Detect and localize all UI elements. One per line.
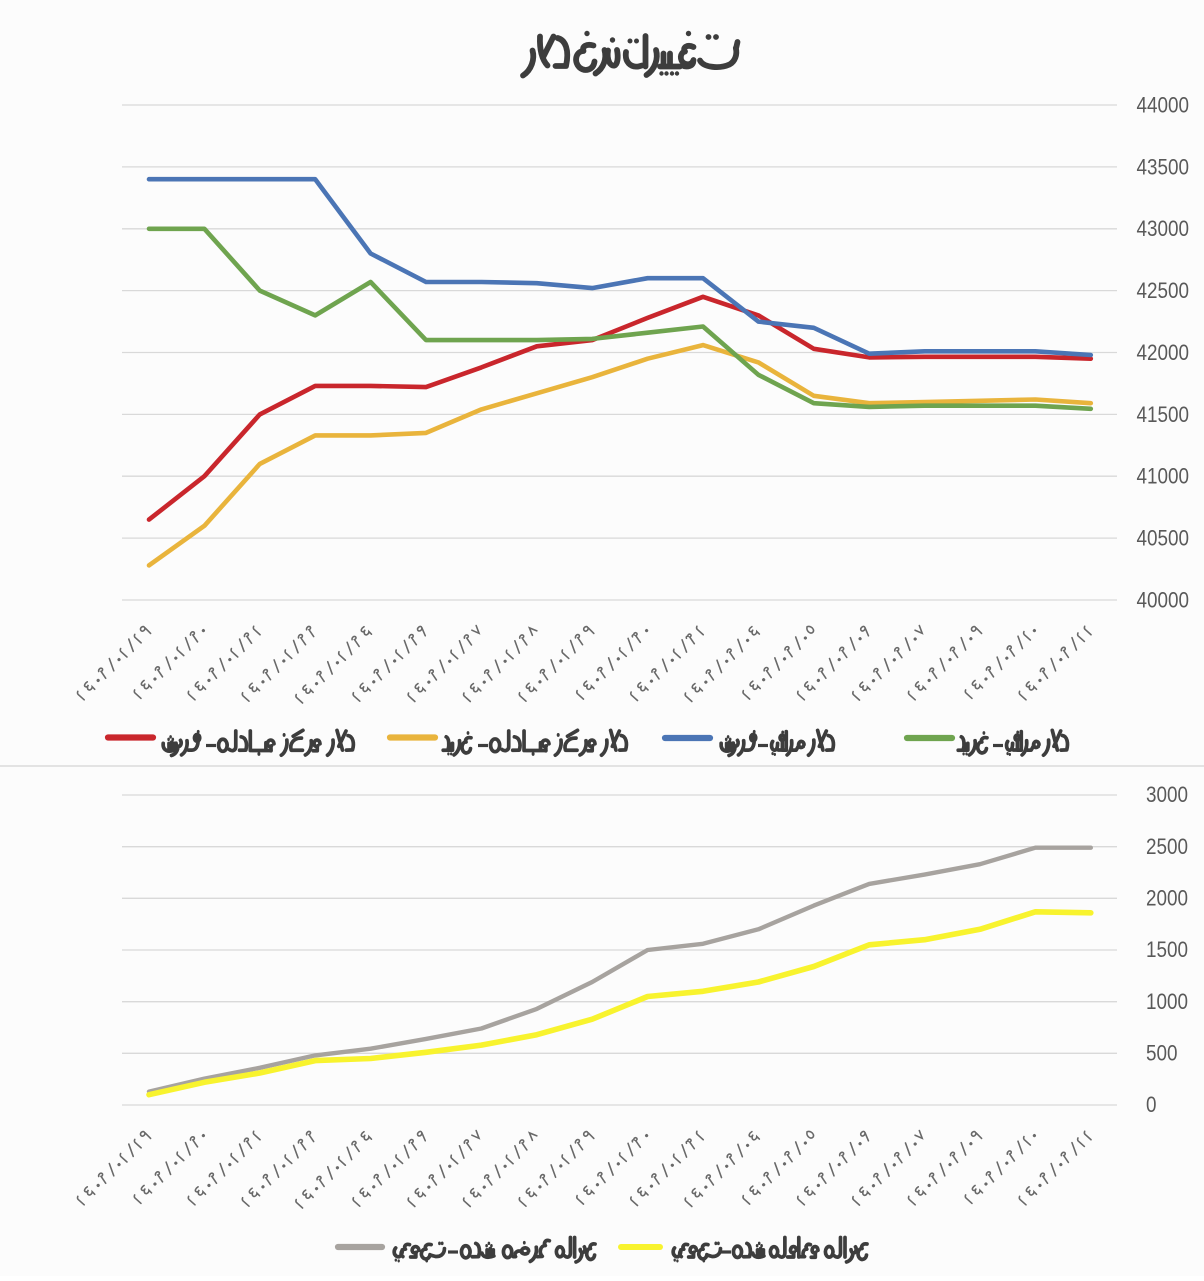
svg-text:42000: 42000 <box>1137 340 1190 365</box>
svg-text:43500: 43500 <box>1137 154 1190 179</box>
svg-text:500: 500 <box>1146 1041 1178 1066</box>
svg-text:44000: 44000 <box>1137 92 1190 117</box>
svg-text:41000: 41000 <box>1137 464 1190 489</box>
svg-text:42500: 42500 <box>1137 278 1190 303</box>
svg-text:41500: 41500 <box>1137 402 1190 427</box>
svg-text:1500: 1500 <box>1146 937 1188 962</box>
svg-text:2000: 2000 <box>1146 886 1188 911</box>
svg-text:0: 0 <box>1146 1092 1157 1117</box>
svg-text:1000: 1000 <box>1146 989 1188 1014</box>
svg-text:40000: 40000 <box>1137 587 1190 612</box>
svg-text:40500: 40500 <box>1137 526 1190 551</box>
svg-text:3000: 3000 <box>1146 782 1188 807</box>
svg-text:43000: 43000 <box>1137 216 1190 241</box>
svg-text:2500: 2500 <box>1146 834 1188 859</box>
